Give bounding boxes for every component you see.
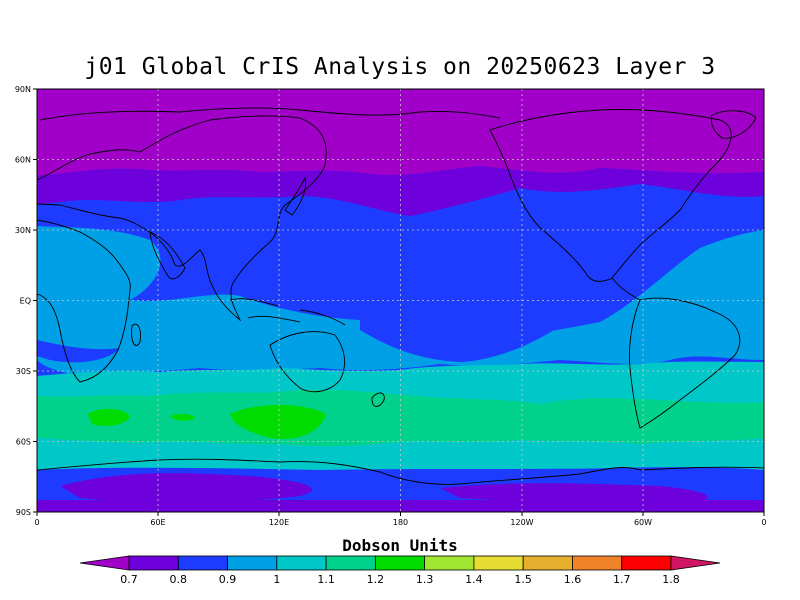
colorbar-segment	[424, 555, 475, 571]
lon-label: 0	[34, 518, 39, 527]
coast-nz	[371, 392, 385, 407]
lat-label: 60S	[16, 438, 31, 447]
colorbar-label: 1.4	[465, 573, 483, 586]
colorbar-segment	[522, 555, 573, 571]
lat-label: 90N	[15, 85, 31, 94]
colorbar-segment	[276, 555, 327, 571]
colorbar-label: 1	[273, 573, 280, 586]
lon-label: 120W	[510, 518, 533, 527]
grid-lines	[37, 89, 764, 512]
colorbar-min-arrow	[79, 555, 130, 571]
colorbar-segment	[177, 555, 228, 571]
colorbar-label: 0.9	[219, 573, 237, 586]
coast-greenland	[711, 110, 757, 139]
field-indian-low	[37, 340, 120, 363]
colorbar-segment	[227, 555, 278, 571]
colorbar-label: 0.7	[120, 573, 138, 586]
tick-marks	[33, 88, 765, 516]
coast-eurasia	[37, 115, 327, 322]
field-max-1	[88, 408, 130, 426]
colorbar-segment	[621, 555, 672, 571]
lon-axis: 0 60E 120E 180 120W 60W 0	[34, 518, 766, 527]
colorbar-label: 0.8	[170, 573, 188, 586]
field-arctic-band	[37, 89, 764, 176]
coastlines	[37, 107, 764, 485]
lat-label: 60N	[15, 156, 31, 165]
lon-label: 60E	[150, 518, 165, 527]
coast-madagascar	[131, 323, 141, 346]
field-1p2-band	[37, 389, 764, 447]
coast-australia	[269, 331, 346, 393]
map-title: j01 Global CrIS Analysis on 20250623 Lay…	[84, 54, 716, 80]
coast-antarctica	[37, 458, 764, 485]
colorbar-segment	[128, 555, 179, 571]
colorbar-label: 1.3	[416, 573, 434, 586]
coast-japan	[284, 176, 307, 216]
colorbar: 0.7 0.8 0.9 1 1.1 1.2 1.3 1.4 1.5 1.6 1.7 1.8	[79, 555, 721, 586]
lat-label: 90S	[16, 508, 31, 517]
colorbar-label: 1.8	[662, 573, 680, 586]
colorbar-max-arrow	[670, 555, 721, 571]
colorbar-label: 1.5	[514, 573, 532, 586]
lat-label: EQ	[20, 297, 31, 306]
lat-label: 30S	[16, 367, 31, 376]
lon-label: 180	[393, 518, 408, 527]
colorbar-label: 1.6	[564, 573, 582, 586]
colorbar-segment	[572, 555, 623, 571]
colorbar-label: 1.7	[613, 573, 631, 586]
lon-label: 120E	[269, 518, 289, 527]
colorbar-label: 1.2	[367, 573, 385, 586]
ozone-field	[37, 89, 764, 512]
colorbar-title: Dobson Units	[342, 536, 458, 555]
field-max-2	[230, 404, 326, 439]
field-tropical-band	[37, 226, 764, 376]
coast-north-america	[489, 109, 732, 282]
coast-arctic	[39, 107, 501, 121]
field-antarctic-core-2	[440, 483, 708, 503]
colorbar-label: 1.1	[317, 573, 335, 586]
field-pacific-low	[360, 320, 560, 362]
field-max-3	[170, 413, 196, 421]
coast-indonesia	[229, 298, 346, 326]
coast-india	[149, 231, 186, 280]
lat-label: 30N	[15, 226, 31, 235]
coast-africa	[37, 219, 131, 383]
field-antarctic-core	[60, 473, 312, 503]
colorbar-segment	[473, 555, 524, 571]
lat-axis: 90N 60N 30N EQ 30S 60S 90S	[15, 85, 31, 517]
colorbar-segment	[325, 555, 376, 571]
lon-label: 60W	[634, 518, 652, 527]
lon-label: 0	[761, 518, 766, 527]
coast-central-america	[611, 277, 641, 301]
coast-south-america	[629, 297, 741, 429]
colorbar-segment	[374, 555, 426, 571]
